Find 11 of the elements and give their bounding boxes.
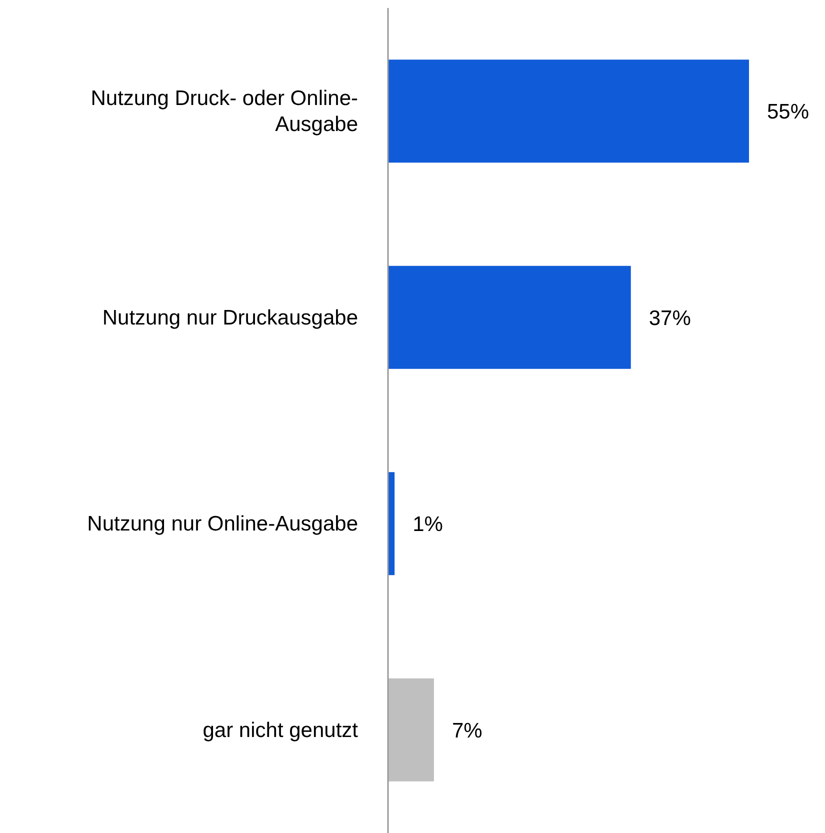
bar <box>388 266 631 369</box>
data-label: 55% <box>767 100 810 124</box>
y-tick-label: Nutzung nur Online-Ausgabe <box>87 512 358 536</box>
y-tick-label: gar nicht genutzt <box>202 718 358 742</box>
data-label: 1% <box>412 513 443 536</box>
bar <box>388 678 434 782</box>
bar <box>388 60 749 163</box>
y-tick-label: Nutzung Druck- oder Online-Ausgabe <box>90 86 358 136</box>
y-tick-label: Nutzung nur Druckausgabe <box>102 306 358 329</box>
data-label: 37% <box>648 306 691 330</box>
data-label: 7% <box>452 719 482 742</box>
